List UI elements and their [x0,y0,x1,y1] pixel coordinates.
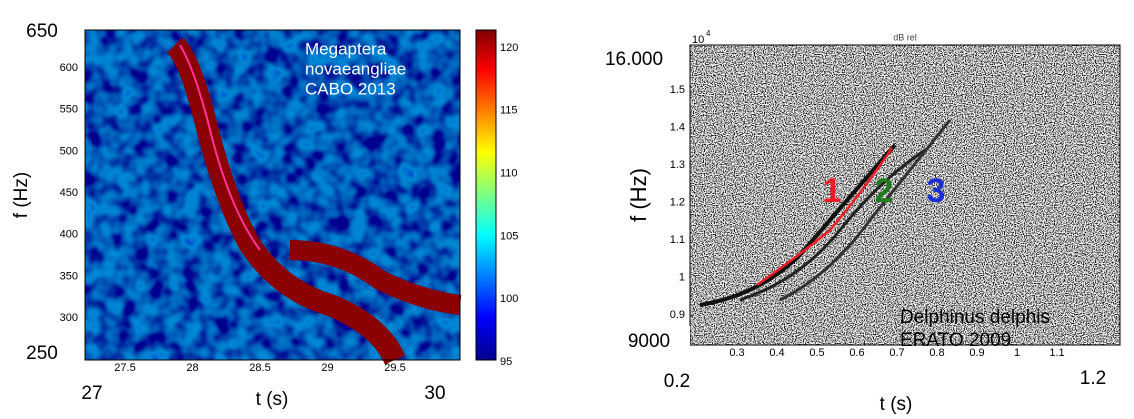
exponent: 10 [692,34,704,46]
y-axis-label: f (Hz) [11,172,32,218]
contour-label: 1 [823,172,842,210]
x-tick-label: 0.3 [729,347,744,359]
corner-label: 9000 [628,331,670,352]
y-tick-label: 350 [60,270,78,282]
x-tick-label: 0.6 [849,347,864,359]
colorbar-tick-label: 95 [500,356,512,368]
x-tick-label: 29 [321,362,333,374]
corner-label: 30 [424,383,445,404]
corner-label: 1.2 [1080,368,1106,389]
colorbar-tick-label: 100 [500,293,518,305]
label-box [10,16,74,46]
contour [179,44,261,251]
corner-label: 250 [26,343,58,364]
annotation: CABO 2013 [305,79,396,98]
colorbar-tick-label: 115 [500,105,518,117]
x-tick-label: 1.1 [1049,347,1064,359]
x-tick-label: 0.8 [929,347,944,359]
y-tick-label: 600 [60,62,78,74]
y-tick-label: 0.9 [670,309,685,321]
y-tick-label: 1.1 [670,234,685,246]
call-band [166,37,406,365]
label-box [1068,363,1118,393]
call-band [289,240,462,315]
y-tick-label: 1.3 [670,159,685,171]
y-tick-label: 1.4 [670,121,685,133]
x-tick-label: 0.4 [769,347,784,359]
plot-frame [84,29,461,361]
x-tick-label: 0.7 [889,347,904,359]
x-tick-label: 0.9 [969,347,984,359]
label-box [405,378,465,408]
contour-label: 2 [875,172,894,210]
colorbar-tick-label: 110 [500,168,518,180]
y-tick-label: 1 [679,271,685,283]
x-tick-label: 28.5 [249,362,270,374]
x-axis-label: t (s) [880,394,913,415]
y-tick-label: 300 [60,312,78,324]
y-tick-label: 1.2 [670,196,685,208]
corner-label: 0.2 [664,371,690,392]
corner-label: 27 [81,383,102,404]
colorbar-title: dB rel [893,32,917,42]
y-tick-label: 450 [60,187,78,199]
noise [690,45,1120,345]
contour-label: 3 [927,172,946,210]
y-tick-label: 400 [60,229,78,241]
annotation: Megaptera [305,39,387,58]
annotation: Delphinus delphis [900,307,1050,328]
label-box [10,338,74,368]
y-axis-label: f (Hz) [626,168,651,222]
y-tick-label: 1.5 [670,84,685,96]
corner-label: 16.000 [605,49,663,70]
y-tick-label: 500 [60,145,78,157]
contour [756,147,894,287]
colorbar-tick-label: 105 [500,230,518,242]
colorbar [475,29,497,361]
label-box [652,366,702,396]
right-panel [689,44,1121,346]
whistle [779,119,952,302]
label-box [62,378,122,408]
left-panel [84,29,497,365]
y-tick-label: 550 [60,104,78,116]
annotation: ERATO 2009 [900,330,1011,351]
x-tick-label: 1 [1014,347,1020,359]
colorbar-tick-label: 120 [500,42,518,54]
x-tick-label: 28 [186,362,198,374]
label-box [608,326,690,356]
x-axis-label: t (s) [256,389,289,410]
x-tick-label: 0.5 [809,347,824,359]
exponent-power: 4 [706,29,711,38]
x-tick-label: 29.5 [384,362,405,374]
label-box [588,44,680,74]
annotation: novaeangliae [305,59,406,78]
noise [85,30,460,360]
corner-label: 650 [26,21,58,42]
whistle [739,148,926,302]
x-tick-label: 27.5 [114,362,135,374]
